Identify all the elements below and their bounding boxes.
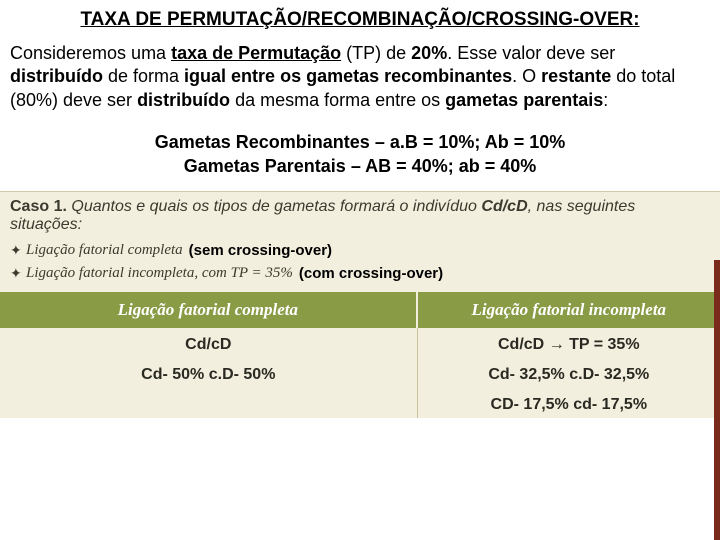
- recombinant-line: Gametas Recombinantes – a.B = 10%; Ab = …: [10, 130, 710, 154]
- genotype: Cd/cD: [498, 336, 544, 353]
- text: Consideremos uma: [10, 43, 171, 63]
- comparison-table: Ligação fatorial completa Ligação fatori…: [0, 292, 720, 418]
- tp-value-cell: TP = 35%: [569, 336, 639, 353]
- tp-value: 20%: [411, 43, 447, 63]
- cell-genotype-right: Cd/cD → TP = 35%: [418, 328, 720, 358]
- case-question: Caso 1. Quantos e quais os tipos de game…: [0, 194, 720, 240]
- cell-empty: [0, 388, 418, 418]
- bullet-icon: ✦: [10, 245, 20, 255]
- text: . Esse valor deve ser: [447, 43, 615, 63]
- table-row: Cd- 50% c.D- 50% Cd- 32,5% c.D- 32,5%: [0, 358, 720, 388]
- text: de forma: [103, 66, 184, 86]
- case-text: Quantos e quais os tipos de gametas form…: [67, 198, 481, 215]
- table-row: Cd/cD Cd/cD → TP = 35%: [0, 328, 720, 358]
- text: :: [603, 90, 608, 110]
- col-header-incomplete: Ligação fatorial incompleta: [418, 292, 720, 328]
- slide-title: TAXA DE PERMUTAÇÃO/RECOMBINAÇÃO/CROSSING…: [0, 0, 720, 38]
- slide: TAXA DE PERMUTAÇÃO/RECOMBINAÇÃO/CROSSING…: [0, 0, 720, 540]
- bullet-icon: ✦: [10, 268, 20, 278]
- arrow-icon: →: [549, 336, 569, 353]
- case-item-annotation: (sem crossing-over): [189, 242, 332, 259]
- case-item-annotation: (com crossing-over): [299, 265, 443, 282]
- case-item: ✦ Ligação fatorial completa (sem crossin…: [0, 240, 720, 263]
- tp-label: taxa de Permutação: [171, 43, 341, 63]
- table-row: CD- 17,5% cd- 17,5%: [0, 388, 720, 418]
- cell-freq-right2: CD- 17,5% cd- 17,5%: [418, 388, 720, 418]
- cell-genotype-left: Cd/cD: [0, 328, 418, 358]
- case-item-label: Ligação fatorial incompleta, com TP = 35…: [26, 265, 293, 282]
- bold: igual entre os gametas recombinantes: [184, 66, 512, 86]
- parental-line: Gametas Parentais – AB = 40%; ab = 40%: [10, 154, 710, 178]
- case-genotype: Cd/cD: [481, 198, 527, 215]
- book-edge: [714, 260, 720, 540]
- bold: distribuído: [137, 90, 230, 110]
- case-item-label: Ligação fatorial completa: [26, 242, 183, 259]
- bold: restante: [541, 66, 611, 86]
- col-header-complete: Ligação fatorial completa: [0, 292, 418, 328]
- text: . O: [512, 66, 541, 86]
- cell-freq-right: Cd- 32,5% c.D- 32,5%: [418, 358, 720, 388]
- text: da mesma forma entre os: [230, 90, 445, 110]
- bold: distribuído: [10, 66, 103, 86]
- case-item: ✦ Ligação fatorial incompleta, com TP = …: [0, 263, 720, 286]
- gametes-summary: Gametas Recombinantes – a.B = 10%; Ab = …: [0, 120, 720, 191]
- cell-freq-left: Cd- 50% c.D- 50%: [0, 358, 418, 388]
- text: (TP) de: [341, 43, 411, 63]
- table-header: Ligação fatorial completa Ligação fatori…: [0, 292, 720, 328]
- case-block: Caso 1. Quantos e quais os tipos de game…: [0, 191, 720, 418]
- case-prefix: Caso 1.: [10, 198, 67, 215]
- bold: gametas parentais: [445, 90, 603, 110]
- body-paragraph: Consideremos uma taxa de Permutação (TP)…: [0, 38, 720, 120]
